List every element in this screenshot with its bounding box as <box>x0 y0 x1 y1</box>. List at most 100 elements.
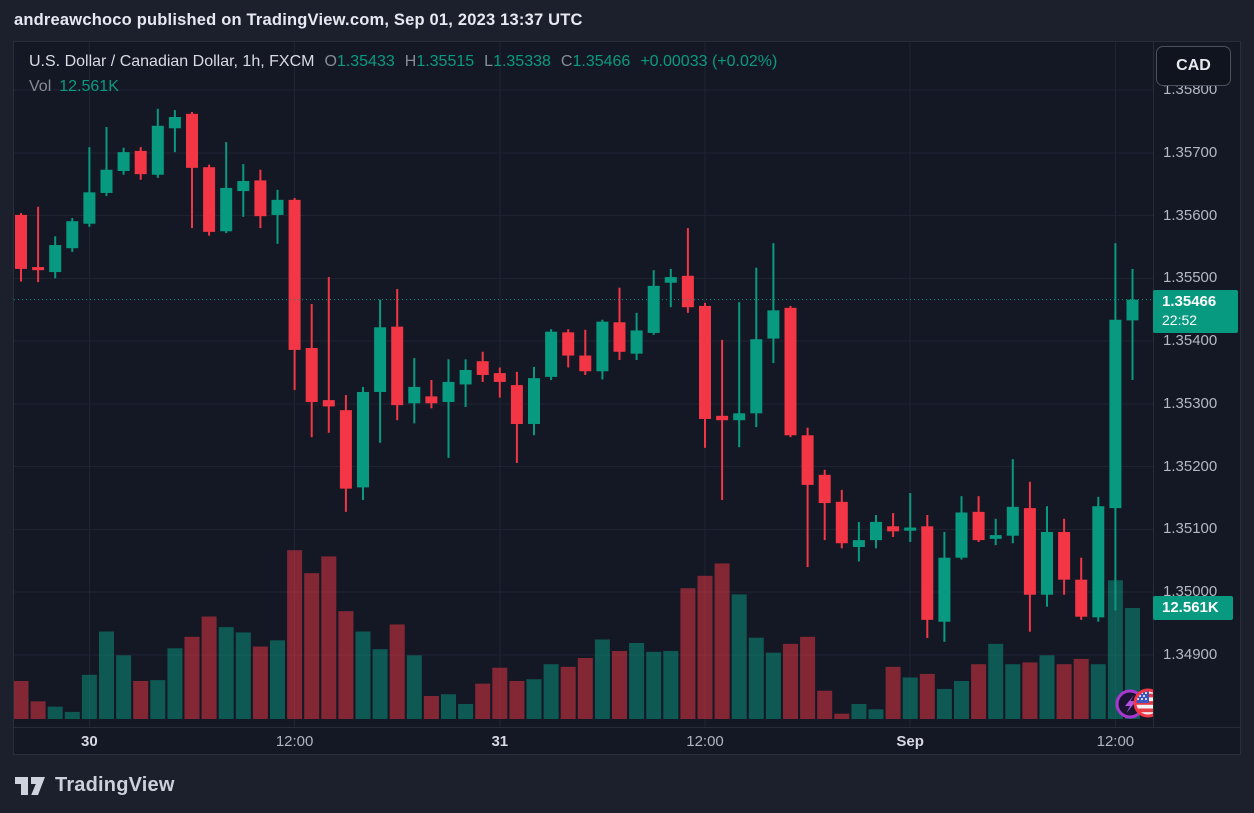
candle-wick <box>806 427 809 568</box>
candle-body <box>15 214 27 269</box>
volume-bar <box>492 667 508 719</box>
tradingview-logo-text: TradingView <box>55 773 175 796</box>
candle-wick <box>447 359 450 458</box>
tradingview-logo-icon <box>15 777 45 795</box>
price-tick-label: 1.35300 <box>1163 394 1218 412</box>
ohlc-open: O1.35433 <box>324 53 395 70</box>
candle-body <box>596 321 609 372</box>
volume-bar <box>287 550 303 719</box>
candle-body <box>528 378 540 424</box>
volume-bar <box>817 690 833 719</box>
candle-body <box>750 339 763 414</box>
volume-bar <box>731 594 747 719</box>
candle-body <box>1092 506 1105 618</box>
volume-bar <box>783 643 798 719</box>
bar-countdown: 22:52 <box>1162 311 1198 328</box>
attribution-text: andreawchoco published on TradingView.co… <box>14 11 583 29</box>
candle-body <box>870 521 882 541</box>
volume-bar <box>201 616 217 719</box>
last-price-badge: 1.35466 22:52 <box>1153 289 1238 333</box>
volume-bar <box>646 651 662 719</box>
volume-bar <box>919 673 935 719</box>
candle-body <box>134 150 147 175</box>
candle-body <box>699 305 711 419</box>
volume-bar <box>218 627 234 719</box>
volume-bar <box>252 646 268 719</box>
time-axis[interactable]: 30 12:00 31 12:00 Sep 12:00 <box>14 727 1240 754</box>
volume-bar <box>936 688 952 719</box>
candle-body <box>151 125 164 175</box>
candle-body <box>391 326 404 406</box>
volume-bar <box>304 573 320 719</box>
candle-wick <box>1011 459 1014 544</box>
volume-bar <box>1090 664 1106 719</box>
candle-body <box>921 526 934 620</box>
candle-body <box>32 267 45 271</box>
candle-body <box>271 199 284 215</box>
volume-bar <box>99 631 114 719</box>
candlestick-chart[interactable] <box>14 42 1153 727</box>
volume-bar <box>851 703 867 719</box>
volume-bar <box>971 664 987 719</box>
candle-body <box>459 369 472 385</box>
candle-body <box>647 285 660 333</box>
attribution-bar: andreawchoco published on TradingView.co… <box>0 0 1254 41</box>
volume-bar <box>1022 662 1038 719</box>
volume-bar <box>629 643 645 719</box>
volume-bar <box>748 637 764 719</box>
volume-bar <box>834 713 850 719</box>
candle-body <box>1058 531 1071 580</box>
candle-body <box>989 535 1002 539</box>
candle-body <box>203 167 216 232</box>
candle-wick <box>430 380 433 409</box>
chart-panel: 1.35800 1.35700 1.35600 1.35500 1.35400 1.353… <box>13 41 1241 755</box>
candle-body <box>681 275 694 308</box>
candle-body <box>237 181 250 192</box>
candle-wick <box>327 277 330 433</box>
candle-wick <box>909 493 912 543</box>
candle-body <box>716 415 729 421</box>
volume-bar <box>954 681 969 719</box>
tradingview-brand-link[interactable]: TradingView <box>14 770 175 800</box>
volume-bar <box>1107 580 1123 719</box>
price-tick-label: 1.35500 <box>1163 269 1218 287</box>
ohlc-low: L1.35338 <box>484 53 551 70</box>
volume-bar <box>441 694 456 719</box>
candle-wick <box>105 127 108 197</box>
change-value: +0.00033 (+0.02%) <box>640 53 778 70</box>
candle-wick <box>276 189 279 244</box>
candle-body <box>664 277 677 283</box>
volume-bar <box>270 640 285 719</box>
candle-wick <box>173 110 176 153</box>
currency-toggle-button[interactable]: CAD <box>1156 46 1231 86</box>
candle-wick <box>994 518 997 546</box>
candle-body <box>305 348 318 403</box>
volume-bar <box>133 681 149 719</box>
volume-bar <box>1056 664 1072 719</box>
candle-body <box>220 187 233 232</box>
candle-wick <box>225 142 228 234</box>
volume-bar <box>800 636 816 719</box>
candle-body <box>1109 319 1122 509</box>
volume-bar <box>47 706 63 719</box>
price-tick-label: 1.35700 <box>1163 143 1218 161</box>
time-tick-label: 30 <box>81 733 98 750</box>
candle-wick <box>772 243 775 364</box>
candle-body <box>852 540 865 548</box>
candle-wick <box>498 367 501 398</box>
price-axis[interactable]: 1.35800 1.35700 1.35600 1.35500 1.35400 1.353… <box>1153 42 1240 727</box>
volume-bar <box>475 683 491 719</box>
volume-bar <box>560 666 576 719</box>
volume-bar <box>1073 658 1089 719</box>
candle-body <box>339 410 352 489</box>
volume-bar <box>988 643 1004 719</box>
candle-body <box>49 245 62 273</box>
volume-bar <box>116 655 132 719</box>
price-tick-label: 1.34900 <box>1163 646 1218 663</box>
volume-bar <box>577 658 593 719</box>
time-tick-label: 12:00 <box>1096 733 1135 750</box>
volume-bar <box>406 655 422 719</box>
volume-bar <box>423 696 439 719</box>
candle-wick <box>823 469 826 541</box>
volume-value: 12.561K <box>59 78 119 95</box>
